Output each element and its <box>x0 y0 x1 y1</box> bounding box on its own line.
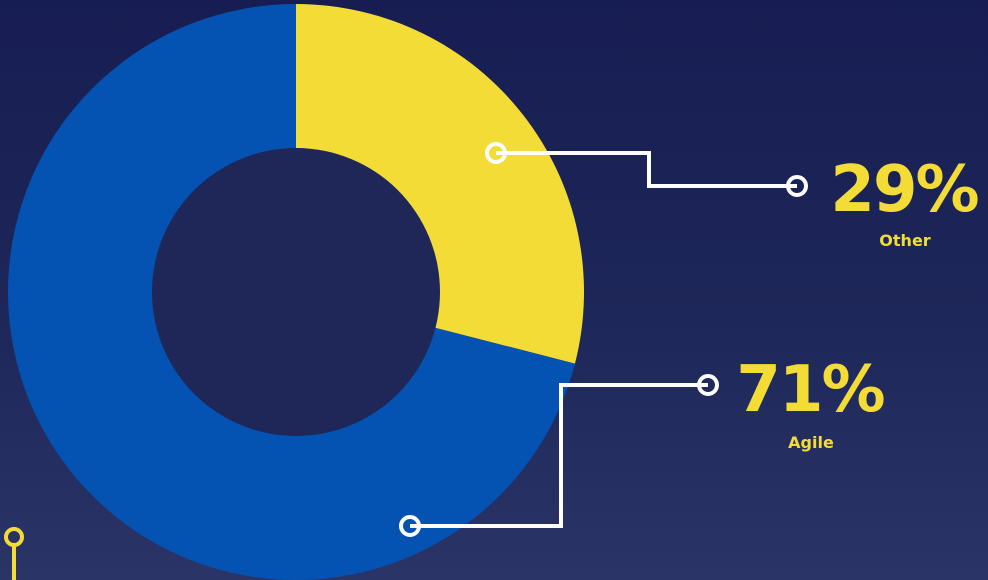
data-label-other-percent: 29% <box>830 153 978 227</box>
connector-dot-other-start <box>485 142 507 164</box>
donut-hole <box>152 148 440 436</box>
connector-dot-agile-end <box>697 374 719 396</box>
data-label-agile-percent: 71% <box>736 353 884 427</box>
connector-line-agile <box>410 383 708 528</box>
data-label-agile-name: Agile <box>788 433 834 452</box>
connector-dot-agile-start <box>399 515 421 537</box>
connector-dot-other-end <box>786 175 808 197</box>
connector-line-other <box>496 151 797 188</box>
decorative-pin-dot <box>4 527 24 547</box>
data-label-other-name: Other <box>879 231 930 250</box>
